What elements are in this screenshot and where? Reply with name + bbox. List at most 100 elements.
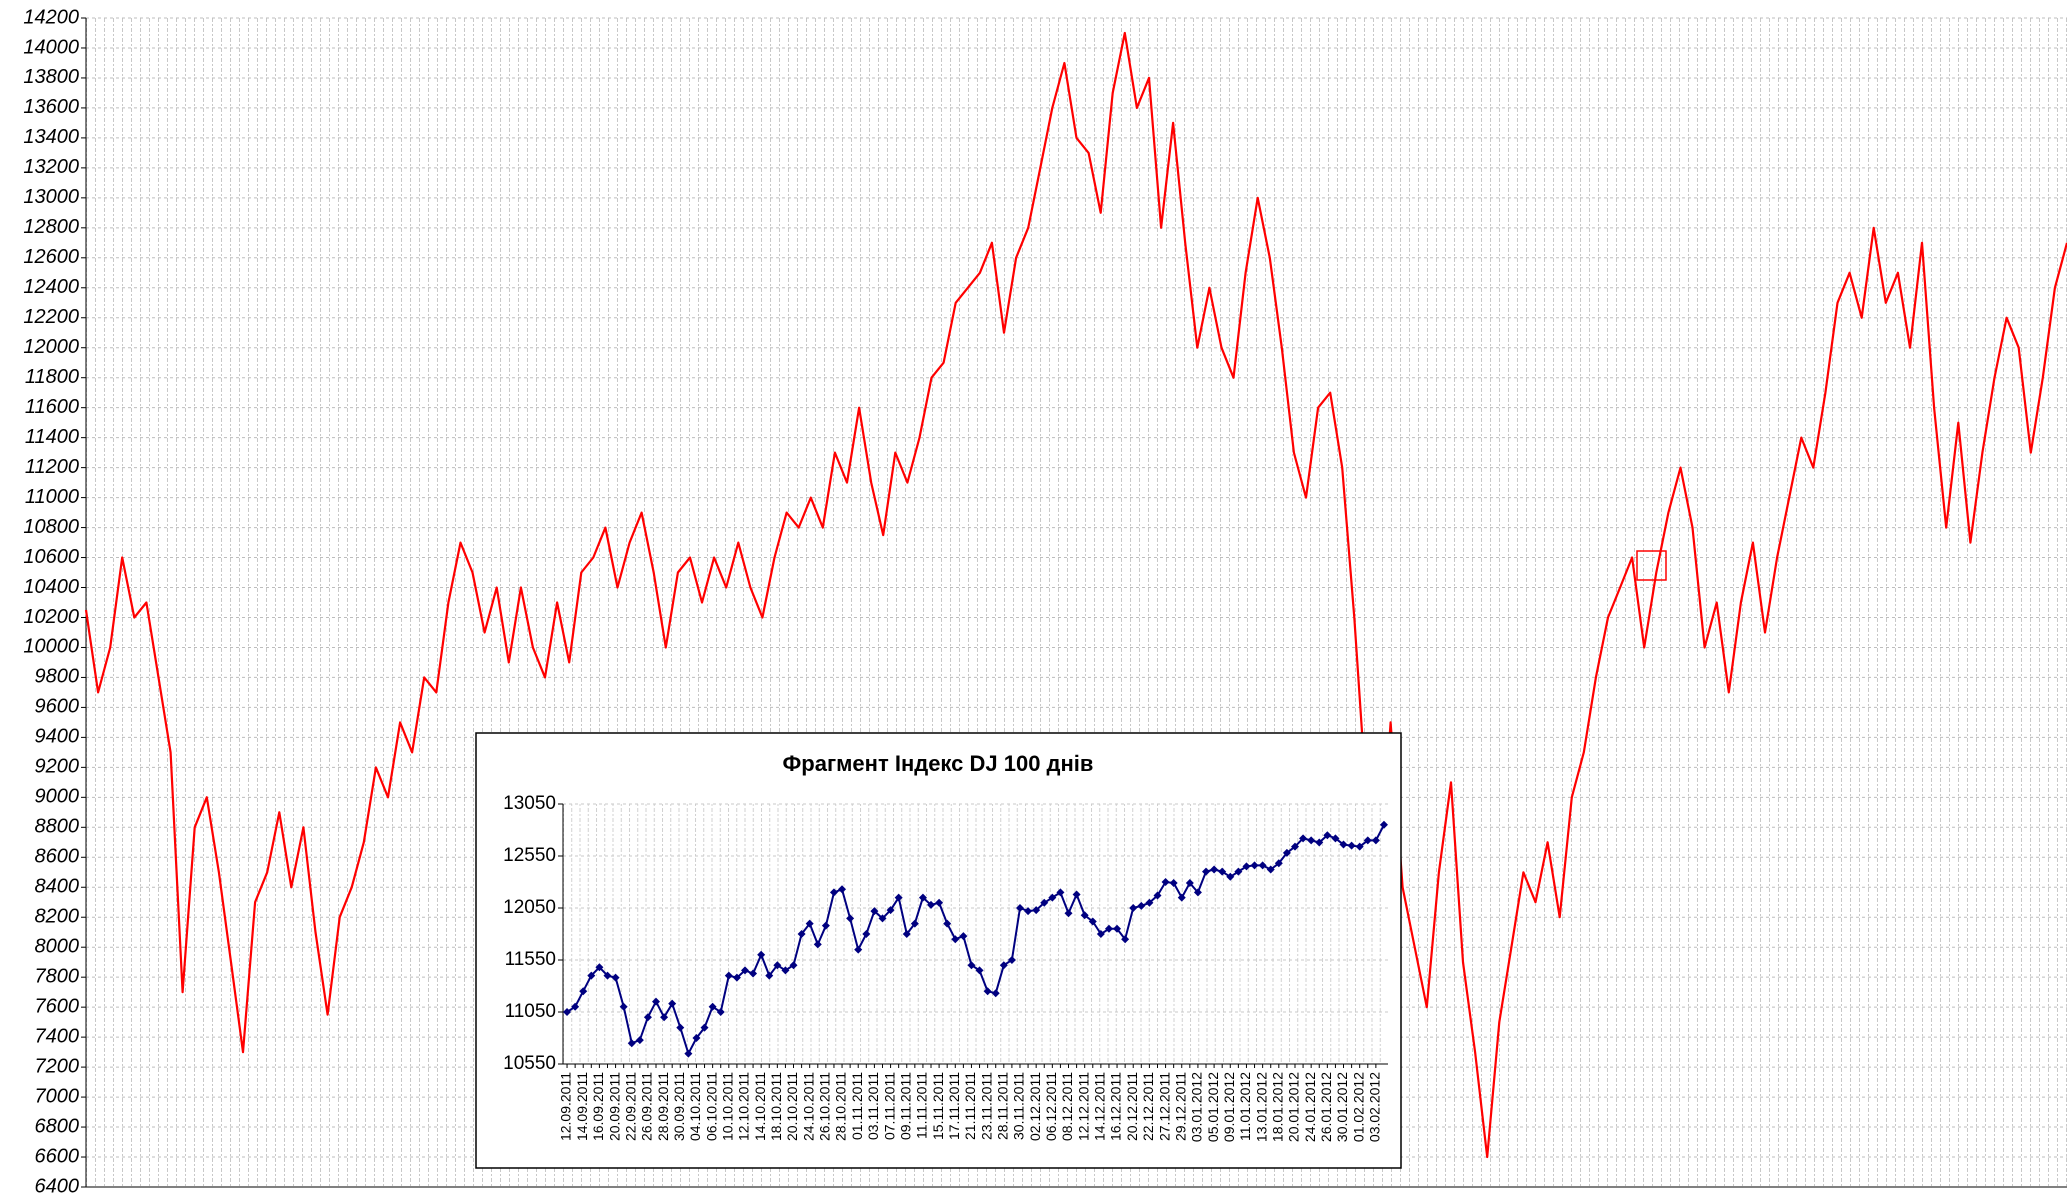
data-point [1274, 859, 1283, 868]
data-point [587, 971, 596, 980]
data-point [829, 888, 838, 897]
data-line [84, 31, 2067, 1159]
x-tick-label: 22.09.2011 [622, 1072, 638, 1141]
data-point [652, 997, 661, 1006]
data-point [838, 885, 847, 894]
y-tick-label: 8000 [35, 935, 80, 957]
data-point [1299, 834, 1308, 843]
data-point [983, 987, 992, 996]
data-point [660, 1013, 669, 1022]
y-tick-label: 11800 [25, 366, 79, 388]
y-tick-label: 12200 [23, 306, 79, 328]
x-tick-label: 24.01.2012 [1302, 1072, 1318, 1142]
y-tick-label: 10200 [23, 606, 79, 628]
data-point [676, 1023, 685, 1032]
data-point [1226, 872, 1235, 881]
x-tick-label: 28.09.2011 [655, 1072, 671, 1141]
data-point [724, 971, 733, 980]
data-point [1040, 898, 1049, 907]
data-point [749, 969, 758, 978]
data-point [927, 900, 936, 909]
y-tick-label: 7600 [35, 995, 80, 1017]
x-tick-label: 14.10.2011 [752, 1072, 768, 1141]
y-tick-label: 12600 [23, 246, 79, 268]
data-point [999, 961, 1008, 970]
x-tick-label: 26.10.2011 [817, 1072, 833, 1141]
data-point [1315, 838, 1324, 847]
data-point [781, 966, 790, 975]
y-tick-label: 9400 [35, 726, 80, 748]
x-tick-label: 09.11.2011 [897, 1072, 913, 1140]
x-tick-label: 30.11.2011 [1011, 1072, 1027, 1140]
data-point [1185, 879, 1194, 888]
x-tick-label: 26.01.2012 [1318, 1072, 1334, 1142]
y-tick-label: 10000 [23, 636, 79, 658]
y-tick-label: 10400 [23, 576, 79, 598]
y-tick-label: 13200 [23, 156, 79, 178]
y-tick-label: 13000 [23, 186, 79, 208]
data-point [1169, 879, 1178, 888]
y-tick-label: 11200 [25, 456, 79, 478]
y-tick-label: 14200 [23, 6, 79, 28]
data-point [1379, 820, 1388, 829]
y-tick-label: 13050 [503, 793, 556, 814]
data-point [1202, 867, 1211, 876]
y-tick-label: 11600 [25, 396, 79, 418]
data-point [684, 1049, 693, 1058]
x-tick-label: 21.11.2011 [962, 1072, 978, 1140]
y-tick-label: 13800 [23, 66, 79, 88]
data-point [708, 1002, 717, 1011]
data-point [571, 1002, 580, 1011]
data-point [643, 1013, 652, 1022]
x-tick-label: 12.09.2011 [558, 1072, 574, 1141]
data-point [1234, 867, 1243, 876]
data-point [1024, 907, 1033, 916]
data-point [1104, 924, 1113, 933]
x-tick-label: 04.10.2011 [687, 1072, 703, 1141]
data-point [563, 1008, 572, 1016]
data-point [1113, 924, 1122, 933]
data-point [789, 961, 798, 970]
data-point [1347, 841, 1356, 850]
x-tick-label: 28.11.2011 [995, 1072, 1011, 1140]
y-tick-label: 11000 [25, 486, 79, 508]
y-tick-label: 12000 [23, 336, 79, 358]
x-tick-label: 18.01.2012 [1270, 1072, 1286, 1142]
x-tick-label: 20.10.2011 [784, 1072, 800, 1141]
data-point [821, 921, 830, 930]
y-tick-label: 12050 [503, 897, 556, 918]
data-point [805, 919, 814, 928]
data-point [635, 1036, 644, 1045]
data-point [935, 898, 944, 907]
y-tick-label: 6600 [35, 1145, 80, 1167]
inset-title: Фрагмент Індекс DJ 100 днів [783, 751, 1094, 776]
data-point [1371, 836, 1380, 845]
data-point [1145, 898, 1154, 907]
data-point [1015, 904, 1024, 912]
y-tick-label: 9200 [35, 756, 80, 778]
data-point [1137, 901, 1146, 910]
data-point [1007, 956, 1016, 964]
data-point [1339, 840, 1348, 849]
y-tick-label: 8200 [35, 906, 80, 928]
x-tick-label: 06.10.2011 [703, 1072, 719, 1141]
data-point [854, 945, 863, 954]
x-tick-label: 20.09.2011 [606, 1072, 622, 1141]
data-point [1290, 842, 1299, 851]
x-tick-label: 01.11.2011 [849, 1072, 865, 1140]
y-tick-label: 11550 [505, 949, 556, 970]
data-point [1096, 930, 1105, 938]
y-tick-label: 9800 [35, 666, 80, 688]
x-tick-label: 22.12.2011 [1140, 1072, 1156, 1141]
data-point [740, 966, 749, 975]
data-point [757, 950, 766, 959]
y-tick-label: 12400 [23, 276, 79, 298]
y-tick-label: 9600 [35, 696, 80, 718]
x-tick-label: 30.01.2012 [1334, 1072, 1350, 1142]
data-point [1355, 842, 1364, 851]
y-tick-label: 13400 [23, 126, 79, 148]
data-point [579, 987, 588, 996]
x-tick-label: 27.12.2011 [1156, 1072, 1172, 1141]
